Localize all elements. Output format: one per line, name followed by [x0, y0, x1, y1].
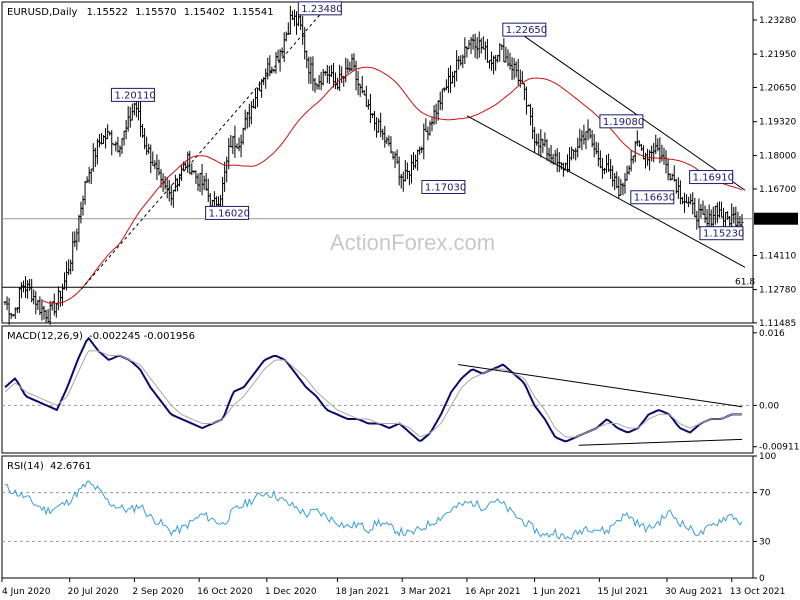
y-axis-ticks: 1.23280 1.21950 1.20650 1.19320 1.18000 1.167…: [753, 16, 800, 584]
price-y-tick-label: 1.19320: [759, 118, 796, 128]
price-y-tick-label: 1.14110: [759, 251, 796, 261]
macd-panel: MACD(12,26,9) -0.002245 -0.001956: [1, 325, 754, 454]
rsi-title-name: RSI(14): [7, 461, 44, 472]
price-annotations: 1.23480 1.22650 1.20110 1.19080 1.17030 1.169…: [110, 1, 744, 241]
x-tick-label: 15 Jul 2021: [597, 587, 648, 597]
price-y-tick-label: 1.16700: [759, 185, 796, 195]
channel-lower-line: [466, 115, 746, 268]
x-tick-label: 30 Aug 2021: [665, 587, 723, 597]
x-tick-label: 1 Dec 2020: [265, 587, 317, 597]
price-annotation: 1.23480: [297, 1, 343, 16]
rsi-title-value: 42.6761: [50, 461, 91, 472]
price-y-tick-label: 1.20650: [759, 84, 796, 94]
price-annotation: 1.17030: [421, 179, 466, 194]
macd-title: MACD(12,26,9) -0.002245 -0.001956: [7, 331, 195, 342]
price-annotation: 1.15230: [699, 226, 744, 241]
x-tick-label: 16 Apr 2021: [465, 587, 521, 597]
x-tick-label: 2 Sep 2020: [132, 587, 184, 597]
rsi-title: RSI(14) 42.6761: [7, 461, 91, 472]
price-y-tick-label: 1.18000: [759, 152, 796, 162]
macd-lines: [4, 336, 743, 446]
rsi-y-tick-label: 0: [759, 574, 765, 584]
svg-text:1.17030: 1.17030: [425, 182, 466, 193]
macd-upper-trendline: [458, 364, 743, 408]
x-tick-label: 18 Jan 2021: [335, 587, 389, 597]
ohlc-low: 1.15402: [184, 7, 225, 18]
price-y-tick-label: 1.11485: [759, 319, 796, 329]
macd-title-values: -0.002245 -0.001956: [89, 331, 195, 342]
rsi-y-tick-label: 30: [759, 537, 771, 547]
symbol-title: EURUSD,Daily: [7, 7, 78, 18]
svg-text:1.23480: 1.23480: [301, 4, 342, 15]
price-y-tick-label: 1.23280: [759, 16, 796, 26]
price-panel: ActionForex.com 61.8 1.23480 1.22650 1.201…: [1, 1, 755, 325]
price-gridlines: 61.8: [2, 218, 755, 288]
price-annotation: 1.16020: [205, 205, 250, 220]
price-panel-frame: [1, 1, 754, 324]
rsi-line: [4, 480, 743, 540]
macd-title-name: MACD(12,26,9): [7, 331, 83, 342]
price-annotation: 1.16630: [630, 190, 675, 205]
ohlc-close: 1.15541: [232, 7, 273, 18]
rsi-levels: [2, 492, 753, 542]
svg-text:1.16910: 1.16910: [693, 173, 734, 184]
macd-y-tick-label: 0.016: [759, 329, 785, 339]
x-tick-label: 4 Jun 2020: [2, 587, 51, 597]
x-tick-label: 16 Oct 2020: [197, 587, 253, 597]
price-annotation: 1.19080: [599, 114, 644, 129]
price-annotation: 1.20110: [110, 87, 156, 102]
svg-text:1.16630: 1.16630: [634, 193, 675, 204]
watermark: ActionForex.com: [330, 230, 495, 255]
svg-text:1.22650: 1.22650: [506, 25, 547, 36]
x-tick-label: 1 Jun 2021: [533, 587, 581, 597]
current-price-label: 1.15541: [758, 215, 795, 225]
svg-text:1.19080: 1.19080: [603, 117, 644, 128]
svg-text:1.16020: 1.16020: [209, 208, 250, 219]
macd-panel-frame: [1, 325, 754, 454]
x-tick-label: 13 Oct 2021: [730, 587, 786, 597]
macd-y-tick-label: 0.00: [759, 401, 779, 411]
macd-lower-trendline: [578, 438, 743, 446]
x-tick-label: 3 Mar 2021: [400, 587, 451, 597]
current-price-box: [754, 212, 798, 225]
macd-y-tick-label: -0.009116: [759, 443, 800, 453]
price-title: EURUSD,Daily 1.15522 1.15570 1.15402 1.1…: [7, 7, 274, 18]
price-candles: [3, 5, 744, 325]
price-overlays: [41, 14, 746, 304]
ohlc-open: 1.15522: [87, 7, 128, 18]
fib-618-label: 61.8: [735, 277, 755, 287]
rsi-line-path: [4, 480, 743, 540]
svg-text:1.20110: 1.20110: [114, 90, 155, 101]
svg-text:1.15230: 1.15230: [703, 229, 744, 240]
rsi-y-tick-label: 70: [759, 489, 771, 499]
rising-trendline: [81, 14, 321, 290]
price-y-tick-label: 1.12780: [759, 286, 796, 296]
price-annotation: 1.22650: [502, 22, 547, 37]
moving-average-line: [41, 66, 743, 304]
x-axis-ticks: 4 Jun 2020 20 Jul 2020 2 Sep 2020 16 Oct 20…: [1, 578, 786, 597]
macd-signal-line: [4, 350, 742, 438]
rsi-y-tick-label: 100: [759, 452, 776, 462]
channel-upper-line: [524, 35, 746, 191]
ohlc-high: 1.15570: [135, 7, 176, 18]
rsi-panel: RSI(14) 42.6761: [1, 455, 754, 579]
rsi-panel-frame: [1, 455, 754, 579]
price-y-tick-label: 1.21950: [759, 50, 796, 60]
x-tick-label: 20 Jul 2020: [68, 587, 119, 597]
price-annotation: 1.16910: [689, 170, 734, 185]
